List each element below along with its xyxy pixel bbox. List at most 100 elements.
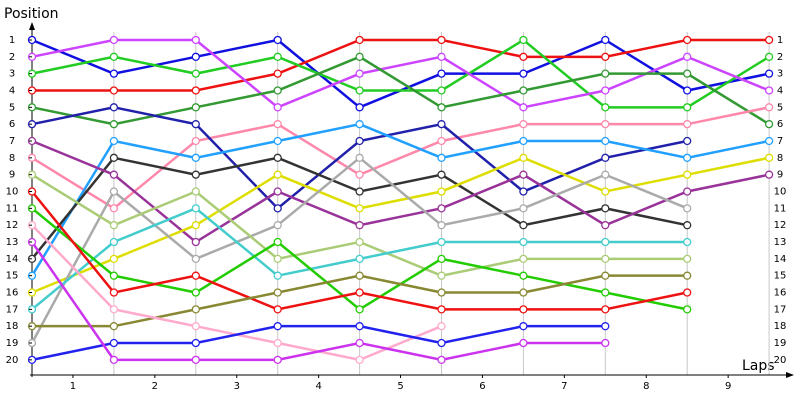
point xyxy=(437,52,446,61)
point xyxy=(601,187,610,196)
point xyxy=(109,221,119,230)
y-tick-label-right: 12 xyxy=(774,220,787,231)
y-tick-label-right: 18 xyxy=(774,321,787,332)
point xyxy=(437,187,446,196)
y-tick-label: 13 xyxy=(6,237,19,248)
point xyxy=(109,52,119,61)
y-tick-label-right: 13 xyxy=(774,237,787,248)
point xyxy=(519,170,528,179)
point xyxy=(764,136,774,146)
point xyxy=(601,322,610,331)
y-tick-label-right: 1 xyxy=(777,35,783,46)
point xyxy=(191,170,200,179)
point xyxy=(437,120,446,129)
point xyxy=(355,254,364,263)
point xyxy=(437,103,446,112)
series-group xyxy=(27,35,774,364)
point xyxy=(437,237,446,247)
point xyxy=(437,338,446,348)
point xyxy=(191,305,200,314)
point xyxy=(437,254,446,263)
point xyxy=(601,254,610,263)
point xyxy=(109,103,119,112)
y-tick-label: 5 xyxy=(9,102,15,113)
point xyxy=(355,103,364,112)
point xyxy=(273,86,282,95)
point xyxy=(683,153,692,162)
point xyxy=(273,305,282,314)
point xyxy=(437,153,446,162)
point xyxy=(109,305,119,314)
series-line xyxy=(31,156,770,294)
point xyxy=(355,322,364,331)
point xyxy=(273,221,282,230)
point xyxy=(601,271,610,280)
point xyxy=(601,52,610,61)
point xyxy=(437,170,446,179)
point xyxy=(519,120,528,129)
x-axis-label: Laps xyxy=(742,358,775,374)
point xyxy=(437,221,446,230)
point xyxy=(601,305,610,314)
point xyxy=(437,204,446,213)
point xyxy=(764,170,774,179)
point xyxy=(355,204,364,213)
point xyxy=(273,35,282,45)
point xyxy=(437,271,446,280)
y-tick-label: 2 xyxy=(9,52,15,63)
point xyxy=(683,271,692,280)
series-line xyxy=(32,38,770,92)
point xyxy=(273,170,282,179)
point xyxy=(519,69,528,78)
point xyxy=(437,86,446,95)
y-tick-label: 19 xyxy=(6,338,19,349)
point xyxy=(683,254,692,263)
y-tick-label-right: 10 xyxy=(774,187,787,198)
y-tick-label: 15 xyxy=(6,271,19,282)
point xyxy=(355,305,364,314)
point xyxy=(764,86,774,95)
point xyxy=(519,305,528,314)
point xyxy=(355,237,364,247)
point xyxy=(683,86,692,95)
y-tick-label-right: 4 xyxy=(777,85,783,96)
point xyxy=(683,204,692,213)
point xyxy=(109,338,119,348)
y-tick-label-right: 5 xyxy=(777,102,783,113)
point xyxy=(519,237,528,247)
y-tick-label: 4 xyxy=(9,85,15,96)
y-tick-label-right: 17 xyxy=(774,304,787,315)
y-tick-label: 7 xyxy=(9,136,15,147)
series-line xyxy=(30,241,606,362)
point xyxy=(109,187,119,196)
point xyxy=(519,103,528,112)
point xyxy=(355,35,364,45)
x-tick-label: 4 xyxy=(315,381,321,392)
y-tick-label: 18 xyxy=(6,321,19,332)
point xyxy=(191,322,200,331)
point xyxy=(601,204,610,213)
point xyxy=(191,338,200,348)
point xyxy=(519,52,528,61)
point xyxy=(191,204,200,213)
y-tick-label-right: 14 xyxy=(774,254,787,265)
y-tick-label: 1 xyxy=(9,35,15,46)
y-tick-label-right: 7 xyxy=(777,136,783,147)
point xyxy=(191,35,200,45)
point xyxy=(764,153,774,162)
point xyxy=(683,170,692,179)
point xyxy=(601,221,610,230)
point xyxy=(273,355,282,364)
point xyxy=(191,237,200,247)
y-tick-label: 14 xyxy=(6,254,19,265)
point xyxy=(683,136,692,146)
y-tick-label-right: 20 xyxy=(774,355,787,366)
point xyxy=(601,86,610,95)
point xyxy=(109,204,119,213)
point xyxy=(601,338,610,348)
series-line xyxy=(30,122,770,277)
point xyxy=(601,120,610,129)
point xyxy=(109,136,119,146)
